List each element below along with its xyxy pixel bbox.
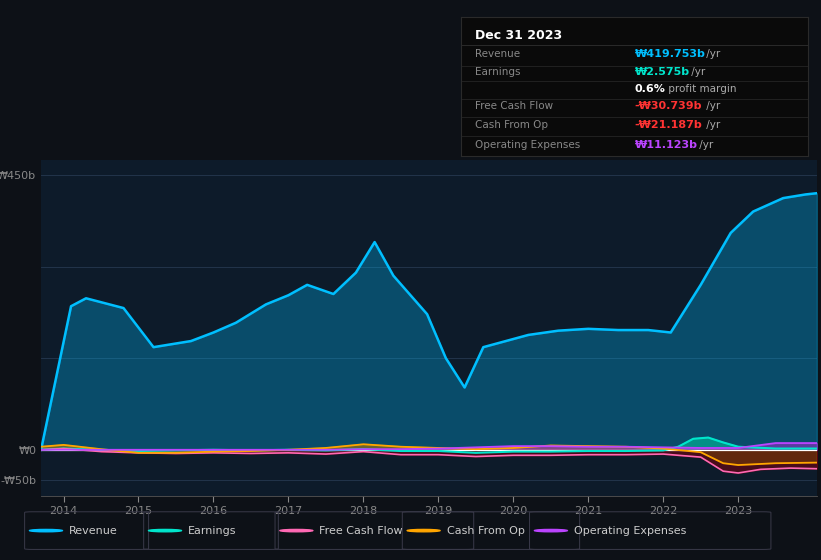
- Text: -₩30.739b: -₩30.739b: [635, 101, 702, 111]
- Text: Cash From Op: Cash From Op: [475, 120, 548, 130]
- Text: /yr: /yr: [704, 101, 721, 111]
- Text: /yr: /yr: [704, 49, 721, 59]
- Circle shape: [149, 529, 181, 532]
- Text: Revenue: Revenue: [475, 49, 521, 59]
- Text: Free Cash Flow: Free Cash Flow: [475, 101, 553, 111]
- Text: Cash From Op: Cash From Op: [447, 526, 525, 535]
- Text: Dec 31 2023: Dec 31 2023: [475, 29, 562, 43]
- Text: /yr: /yr: [704, 120, 721, 130]
- Text: -₩21.187b: -₩21.187b: [635, 120, 703, 130]
- Circle shape: [407, 529, 440, 532]
- Text: Free Cash Flow: Free Cash Flow: [319, 526, 403, 535]
- Text: Operating Expenses: Operating Expenses: [475, 139, 580, 150]
- Circle shape: [534, 529, 567, 532]
- Circle shape: [30, 529, 62, 532]
- Text: ₩11.123b: ₩11.123b: [635, 139, 698, 150]
- Text: Earnings: Earnings: [188, 526, 236, 535]
- Text: Earnings: Earnings: [475, 67, 521, 77]
- Text: /yr: /yr: [688, 67, 705, 77]
- Text: ₩419.753b: ₩419.753b: [635, 49, 705, 59]
- Text: 0.6%: 0.6%: [635, 84, 666, 94]
- Text: profit margin: profit margin: [665, 84, 736, 94]
- Text: /yr: /yr: [695, 139, 713, 150]
- Text: Operating Expenses: Operating Expenses: [574, 526, 686, 535]
- Circle shape: [280, 529, 313, 532]
- Text: Revenue: Revenue: [69, 526, 117, 535]
- Text: ₩2.575b: ₩2.575b: [635, 67, 690, 77]
